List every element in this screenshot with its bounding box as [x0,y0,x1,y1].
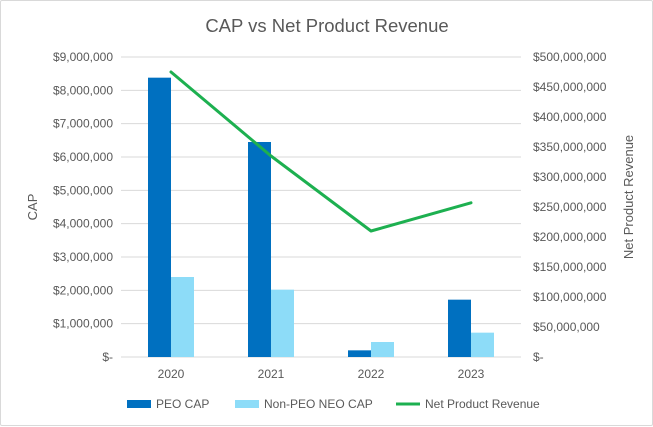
right-tick-label: $50,000,000 [533,320,600,334]
chart-title: CAP vs Net Product Revenue [205,15,448,36]
left-tick-label: $7,000,000 [53,117,113,131]
bar-peo-cap-2021 [248,142,271,357]
bars [148,77,494,358]
left-tick-label: $3,000,000 [53,250,113,264]
bar-peo-cap-2023 [448,299,471,357]
left-tick-label: $9,000,000 [53,50,113,64]
x-axis-ticks: 2020 2021 2022 2023 [158,367,485,381]
bar-non-peo-neo-cap-2021 [271,289,294,357]
left-axis-ticks: $- $1,000,000 $2,000,000 $3,000,000 $4,000,0… [53,50,113,364]
right-tick-label: $500,000,000 [533,50,607,64]
right-tick-label: $300,000,000 [533,170,607,184]
legend-swatch-peo-cap [127,400,151,408]
bar-peo-cap-2020 [148,77,171,358]
bar-non-peo-neo-cap-2023 [471,332,494,357]
x-tick-label: 2022 [358,367,385,381]
left-tick-label: $4,000,000 [53,217,113,231]
left-axis-title: CAP [25,194,40,221]
right-tick-label: $450,000,000 [533,80,607,94]
right-tick-label: $350,000,000 [533,140,607,154]
left-tick-label: $2,000,000 [53,283,113,297]
legend-label-net-product-revenue: Net Product Revenue [425,397,540,411]
right-tick-label: $150,000,000 [533,260,607,274]
right-tick-label: $200,000,000 [533,230,607,244]
right-axis-title: Net Product Revenue [621,135,636,259]
left-tick-label: $8,000,000 [53,83,113,97]
x-tick-label: 2021 [258,367,285,381]
revenue-line [169,70,473,233]
bar-non-peo-neo-cap-2022 [371,342,394,357]
right-tick-label: $- [533,350,544,364]
left-tick-label: $6,000,000 [53,150,113,164]
bar-peo-cap-2022 [348,350,371,357]
bar-non-peo-neo-cap-2020 [171,277,194,357]
right-axis-ticks: $- $50,000,000 $100,000,000 $150,000,000 $20… [533,50,607,364]
left-tick-label: $- [102,350,113,364]
right-tick-label: $400,000,000 [533,110,607,124]
legend: PEO CAP Non-PEO NEO CAP Net Product Revenu… [127,397,540,411]
left-tick-label: $5,000,000 [53,183,113,197]
legend-label-non-peo-neo-cap: Non-PEO NEO CAP [264,397,373,411]
right-tick-label: $100,000,000 [533,290,607,304]
x-tick-label: 2023 [458,367,485,381]
x-tick-label: 2020 [158,367,185,381]
left-tick-label: $1,000,000 [53,317,113,331]
right-tick-label: $250,000,000 [533,200,607,214]
legend-swatch-non-peo-neo-cap [235,400,259,408]
line-net-product-revenue [169,70,473,233]
legend-label-peo-cap: PEO CAP [156,397,209,411]
